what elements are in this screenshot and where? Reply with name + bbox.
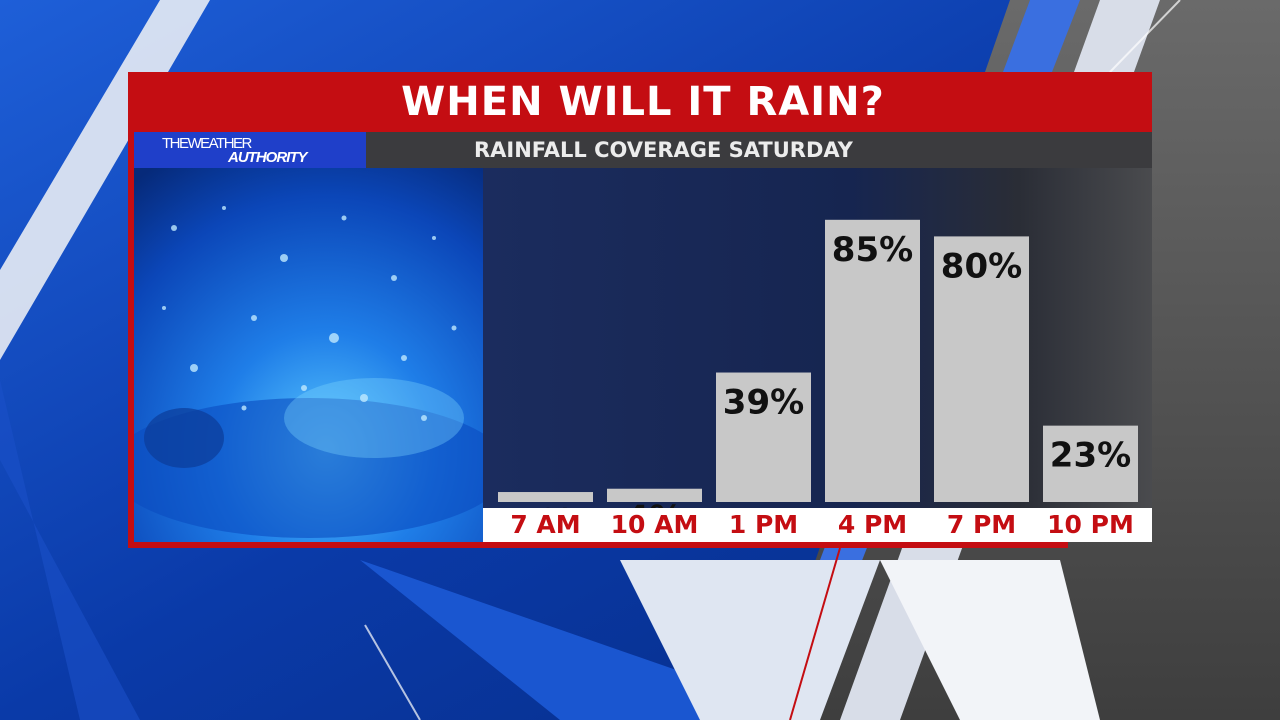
bar-7-am: [498, 492, 593, 502]
category-label-strip: [483, 508, 1152, 542]
category-label: 4 PM: [837, 510, 908, 539]
category-label: 1 PM: [728, 510, 799, 539]
logo-text-line1: THEWEATHER: [162, 135, 252, 152]
station-logo: THEWEATHER AUTHORITY: [134, 132, 366, 168]
bar-7-pm: [934, 236, 1029, 502]
category-label: 10 AM: [610, 510, 699, 539]
data-label: 80%: [941, 246, 1022, 286]
chart-plot-area: [483, 168, 1152, 508]
chart-subtitle: RAINFALL COVERAGE SATURDAY: [474, 138, 853, 162]
data-label: 39%: [723, 383, 804, 423]
category-label: 7 PM: [946, 510, 1017, 539]
bar-chart: 3% 4% 39% 85% 80% 23%: [498, 219, 1138, 508]
category-label: 7 AM: [510, 510, 581, 539]
data-label: 3%: [517, 502, 575, 508]
logo-text-line2: AUTHORITY: [228, 149, 307, 166]
data-label: 85%: [832, 230, 913, 270]
category-label: 10 PM: [1047, 510, 1134, 539]
subtitle-bar: RAINFALL COVERAGE SATURDAY: [366, 132, 1152, 168]
bar-10-am: [607, 488, 702, 502]
bar-1-pm: [716, 372, 811, 502]
panel-red-border-bottom: [128, 542, 1068, 548]
panel-red-border-left: [128, 72, 134, 548]
data-label: 4%: [626, 499, 684, 508]
title-bar: WHEN WILL IT RAIN?: [134, 72, 1152, 132]
chart-title: WHEN WILL IT RAIN?: [401, 79, 885, 125]
bar-10-pm: [1043, 425, 1138, 502]
data-label: 23%: [1050, 436, 1131, 476]
bar-4-pm: [825, 219, 920, 503]
rain-splash-image: [134, 168, 483, 544]
